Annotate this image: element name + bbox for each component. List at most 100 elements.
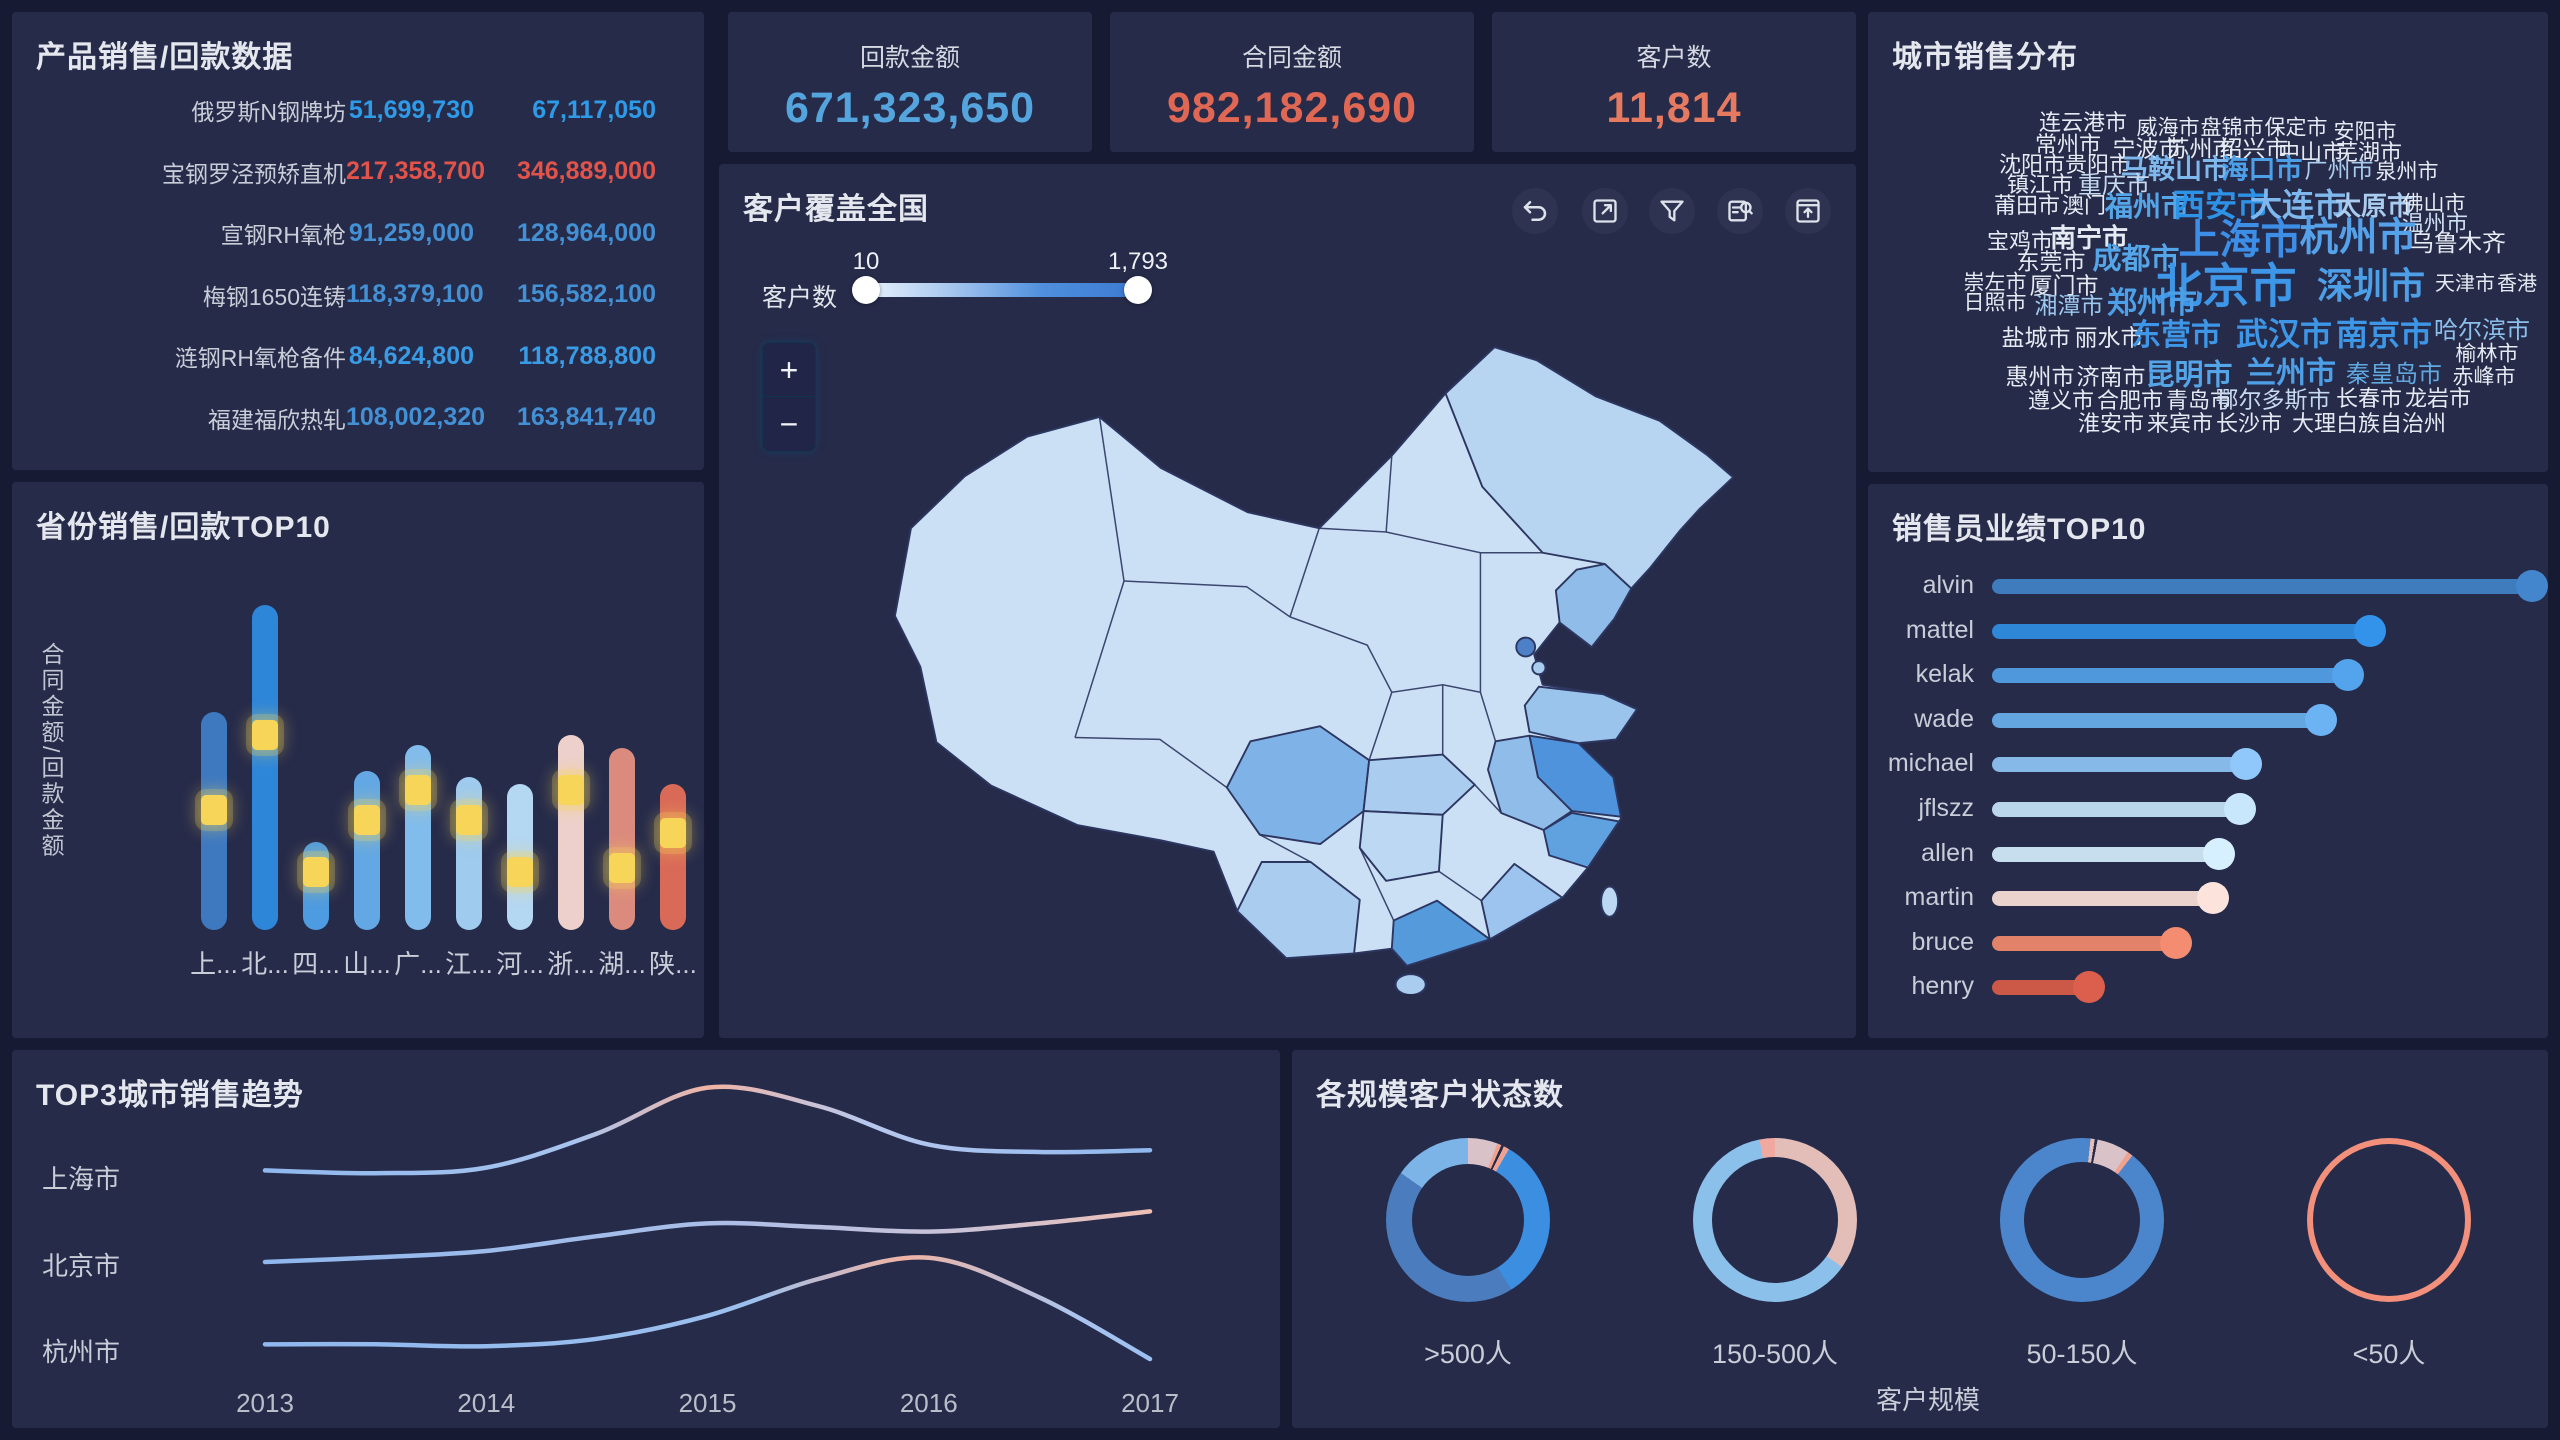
wordcloud-word[interactable]: 东营市 <box>2131 319 2221 352</box>
province-bar[interactable] <box>660 783 686 930</box>
undo-button[interactable] <box>1512 188 1558 234</box>
donut-chart[interactable] <box>2000 1138 2164 1302</box>
wordcloud-word[interactable]: 淮安市 <box>2077 411 2145 436</box>
wordcloud-word[interactable]: 太原市 <box>2334 191 2414 221</box>
province-bar[interactable] <box>456 777 482 930</box>
table-row[interactable]: 涟钢RH氧枪备件 84,624,800 118,788,800 <box>28 336 688 376</box>
wordcloud-word[interactable]: 芜湖市 <box>2335 140 2403 165</box>
sales-bar-endpoint[interactable] <box>2197 882 2230 915</box>
map-region-liaoning[interactable] <box>1554 563 1633 648</box>
sales-row[interactable]: kelak <box>1868 658 2548 692</box>
zoom-out-button[interactable]: − <box>763 397 815 451</box>
wordcloud-word[interactable]: 大理白族自治州 <box>2291 411 2447 436</box>
table-row[interactable]: 俄罗斯N钢牌坊 51,699,730 67,117,050 <box>28 90 688 130</box>
wordcloud-word[interactable]: 福州市 <box>2104 191 2190 222</box>
wordcloud-word[interactable]: 中山市 <box>2277 140 2345 165</box>
wordcloud-word[interactable]: 湘潭市 <box>2034 292 2104 319</box>
sales-row[interactable]: martin <box>1868 881 2548 915</box>
sales-bar[interactable] <box>1992 623 2370 639</box>
view-data-button[interactable] <box>1717 188 1763 234</box>
wordcloud-word[interactable]: 广州市 <box>2304 156 2374 183</box>
wordcloud-word[interactable]: 香港 <box>2497 273 2537 295</box>
trend-line-chart[interactable]: 上海市 北京市 杭州市 2013 2014 2015 2016 2017 <box>12 1050 1280 1428</box>
sales-bar[interactable] <box>1992 935 2176 951</box>
wordcloud-word[interactable]: 重庆市 <box>2078 172 2150 199</box>
wordcloud-word[interactable]: 兰州市 <box>2246 357 2336 390</box>
wordcloud-word[interactable]: 哈尔滨市 <box>2434 317 2530 344</box>
wordcloud-word[interactable]: 崇左市 <box>1963 271 2027 295</box>
expand-button[interactable] <box>1582 188 1628 234</box>
wordcloud-word[interactable]: 宁波市 <box>2112 135 2182 162</box>
sales-bar[interactable] <box>1992 668 2349 684</box>
wordcloud-word[interactable]: 乌鲁木齐 <box>2410 230 2506 257</box>
payment-marker[interactable] <box>303 856 329 887</box>
sales-bar-endpoint[interactable] <box>2202 837 2235 870</box>
trend-line-北京市[interactable] <box>262 1209 1153 1265</box>
wordcloud-word[interactable]: 盘锦市 <box>2200 116 2264 140</box>
wordcloud-word[interactable]: 大连市 <box>2249 187 2347 223</box>
wordcloud-word[interactable]: 威海市 <box>2136 116 2200 140</box>
trend-line-杭州市[interactable] <box>262 1255 1153 1362</box>
wordcloud-word[interactable]: 常州市 <box>2034 132 2102 157</box>
wordcloud-word[interactable]: 北京市 <box>2155 259 2297 313</box>
trend-line-上海市[interactable] <box>262 1084 1153 1176</box>
wordcloud-word[interactable]: 上海市 <box>2178 216 2302 263</box>
wordcloud-word[interactable]: 南京市 <box>2335 316 2433 352</box>
china-map[interactable] <box>849 334 1829 994</box>
wordcloud-word[interactable]: 海口市 <box>2221 154 2303 185</box>
wordcloud-word[interactable]: 连云港市 <box>2038 110 2128 135</box>
wordcloud-word[interactable]: 杭州市 <box>2299 216 2417 260</box>
wordcloud-word[interactable]: 镇江市 <box>2006 172 2074 197</box>
sales-row[interactable]: bruce <box>1868 926 2548 960</box>
map-region-anhui[interactable] <box>1487 734 1573 831</box>
payment-marker[interactable] <box>609 853 635 884</box>
donut-chart[interactable] <box>1386 1138 1550 1302</box>
wordcloud-word[interactable]: 保定市 <box>2264 116 2328 140</box>
map-region-shandong[interactable] <box>1523 685 1638 745</box>
wordcloud-word[interactable]: 青岛市 <box>2165 388 2233 413</box>
wordcloud-word[interactable]: 绍兴市 <box>2219 135 2289 162</box>
map-region-hubei[interactable] <box>1362 753 1476 816</box>
province-bar[interactable] <box>405 744 431 930</box>
wordcloud-word[interactable]: 佛山市 <box>2402 192 2466 216</box>
map-region-tianjin[interactable] <box>1531 660 1547 676</box>
sales-bar-endpoint[interactable] <box>2224 793 2257 825</box>
map-region-hunan[interactable] <box>1358 810 1444 882</box>
wordcloud-word[interactable]: 秦皇岛市 <box>2346 361 2442 388</box>
sales-bar[interactable] <box>1992 802 2241 817</box>
payment-marker[interactable] <box>201 794 227 825</box>
wordcloud-word[interactable]: 成都市 <box>2092 243 2180 276</box>
wordcloud-word[interactable]: 深圳市 <box>2316 265 2426 306</box>
map-region-beijing[interactable] <box>1515 636 1537 658</box>
kpi-card[interactable]: 回款金额 671,323,650 <box>728 12 1092 152</box>
province-bar[interactable] <box>354 770 380 930</box>
kpi-card[interactable]: 合同金额 982,182,690 <box>1110 12 1474 152</box>
export-button[interactable] <box>1785 188 1831 234</box>
slider-handle-max[interactable] <box>1124 276 1152 304</box>
wordcloud-word[interactable]: 西安市 <box>2172 187 2270 223</box>
wordcloud-word[interactable]: 莆田市 <box>1993 193 2061 218</box>
payment-marker[interactable] <box>507 856 533 887</box>
payment-marker[interactable] <box>354 804 380 835</box>
wordcloud-word[interactable]: 郑州市 <box>2107 287 2197 320</box>
donut-chart[interactable] <box>2307 1138 2471 1302</box>
wordcloud-word[interactable]: 昆明市 <box>2145 359 2233 392</box>
sales-row[interactable]: wade <box>1868 703 2548 737</box>
slider-handle-min[interactable] <box>852 276 880 304</box>
sales-row[interactable]: henry <box>1868 970 2548 1004</box>
filter-button[interactable] <box>1649 188 1695 234</box>
wordcloud-word[interactable]: 合肥市 <box>2096 388 2164 413</box>
sales-bar[interactable] <box>1992 980 2090 996</box>
table-row[interactable]: 宝钢罗泾预矫直机 217,358,700 346,889,000 <box>28 152 688 192</box>
wordcloud-canvas[interactable]: 连云港市 威海市 盘锦市 保定市 安阳市 常州市 宁波市 苏州市 绍兴市 中山市 芜湖市 沈阳市 贵阳市… <box>1868 12 2548 472</box>
table-row[interactable]: 宣钢RH氧枪 91,259,000 128,964,000 <box>28 213 688 253</box>
table-row[interactable]: 梅钢1650连铸 118,379,100 156,582,100 <box>28 275 688 315</box>
wordcloud-word[interactable]: 南宁市 <box>2049 223 2129 253</box>
wordcloud-word[interactable]: 泉州市 <box>2375 160 2439 184</box>
sales-bar-endpoint[interactable] <box>2354 614 2386 647</box>
sales-bar-endpoint[interactable] <box>2229 748 2262 781</box>
sales-bar[interactable] <box>1992 579 2532 594</box>
wordcloud-word[interactable]: 安阳市 <box>2333 120 2397 144</box>
wordcloud-word[interactable]: 丽水市 <box>2074 324 2144 351</box>
wordcloud-word[interactable]: 遵义市 <box>2027 388 2095 413</box>
